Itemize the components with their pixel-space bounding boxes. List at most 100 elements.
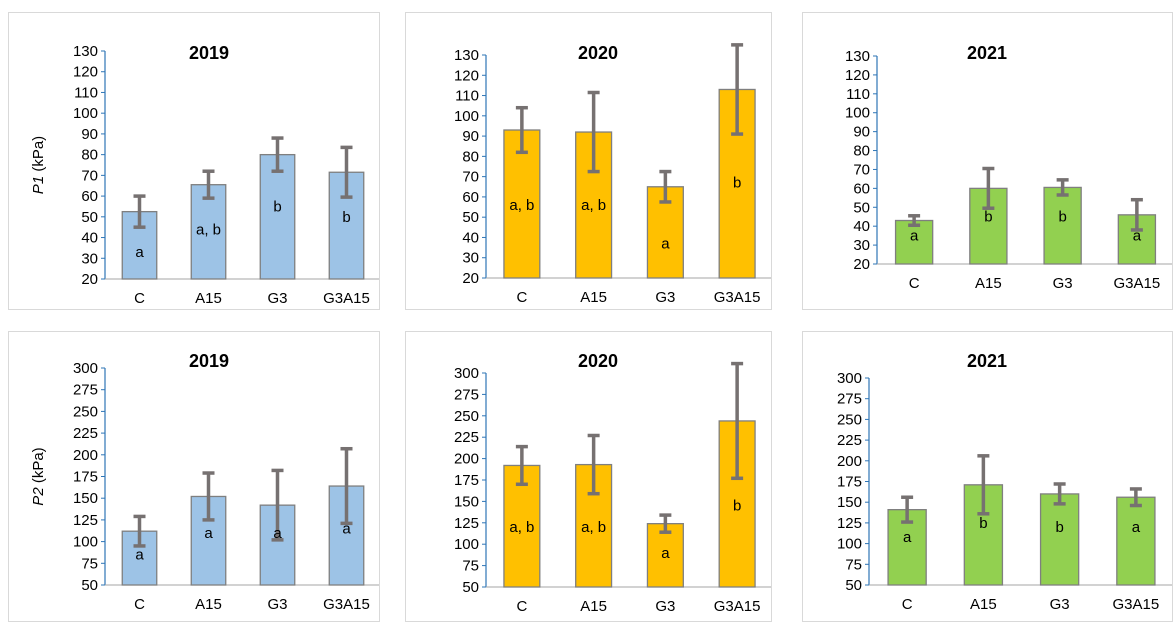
x-tick-label: G3A15: [323, 596, 370, 613]
error-bar-G3A15: [1129, 487, 1142, 508]
error-bar-G3: [659, 513, 672, 534]
significance-letter: a, b: [509, 197, 534, 214]
y-tick-label: 125: [73, 512, 98, 529]
x-tick-label: C: [902, 596, 913, 613]
significance-letter: a: [903, 529, 912, 546]
chart-title: 2019: [189, 351, 229, 371]
y-tick-label: 100: [454, 536, 479, 553]
x-tick-label: G3: [655, 289, 675, 306]
x-tick-label: G3: [1050, 596, 1070, 613]
y-tick-label: 50: [462, 209, 479, 226]
y-tick-label: 200: [73, 447, 98, 464]
chart-title: 2020: [578, 43, 618, 63]
y-tick-label: 100: [73, 105, 98, 122]
x-tick-label: A15: [580, 289, 607, 306]
y-tick-label: 30: [462, 250, 479, 267]
y-tick-label: 60: [853, 180, 870, 197]
y-tick-label: 175: [837, 474, 862, 491]
y-tick-label: 200: [454, 451, 479, 468]
y-tick-label: 60: [81, 188, 98, 205]
error-bar-A15: [587, 90, 600, 174]
y-tick-label: 60: [462, 189, 479, 206]
y-tick-label: 150: [73, 490, 98, 507]
y-tick-label: 100: [837, 536, 862, 553]
y-tick-label: 75: [462, 558, 479, 575]
y-tick-label: 110: [455, 88, 479, 105]
y-tick-label: 175: [73, 469, 98, 486]
error-bar-G3A15: [1130, 197, 1143, 232]
significance-letter: a: [661, 236, 670, 253]
error-bar-G3: [1056, 178, 1069, 197]
y-tick-label: 30: [853, 237, 870, 254]
y-tick-label: 130: [73, 43, 98, 60]
significance-letter: a, b: [581, 197, 606, 214]
chart-title: 2019: [189, 43, 229, 63]
x-tick-label: G3A15: [714, 289, 761, 306]
y-tick-label: 50: [845, 577, 862, 594]
y-tick-label: 20: [853, 256, 870, 273]
bar-G3A15: [1116, 496, 1156, 586]
y-tick-label: 250: [837, 411, 862, 428]
chart-svg: 50 75 100 125 150 175 200 225 250 275 300 a Cb A15 b G3…: [837, 351, 1172, 613]
y-tick-label: 50: [81, 577, 98, 594]
y-tick-label: 50: [462, 579, 479, 596]
error-bar-A15: [587, 433, 600, 496]
y-tick-label: 20: [462, 270, 479, 287]
y-tick-label: 175: [454, 472, 479, 489]
y-tick-label: 30: [81, 250, 98, 267]
significance-letter: b: [1055, 519, 1063, 536]
error-bar-G3: [271, 468, 284, 542]
y-tick-label: 100: [845, 105, 870, 122]
y-tick-label: 75: [845, 556, 862, 573]
y-tick-label: 200: [837, 453, 862, 470]
y-tick-label: 225: [73, 425, 98, 442]
error-bar-C: [515, 105, 528, 155]
significance-letter: a: [135, 547, 144, 564]
error-bar-A15: [202, 169, 215, 200]
bar-G3: [259, 153, 296, 280]
x-tick-label: C: [909, 275, 920, 292]
y-tick-label: 275: [73, 382, 98, 399]
bar-C: [121, 210, 158, 280]
bar-A15: [190, 184, 227, 280]
error-bar-G3: [1053, 482, 1066, 506]
bar-C: [894, 219, 934, 265]
y-tick-label: 20: [81, 271, 98, 288]
significance-letter: a: [910, 228, 919, 245]
y-tick-label: 130: [845, 48, 870, 65]
significance-letter: b: [733, 175, 741, 192]
significance-letter: a: [273, 525, 282, 542]
x-tick-label: A15: [195, 596, 222, 613]
y-tick-label: 40: [853, 218, 870, 235]
significance-letter: b: [1058, 209, 1066, 226]
y-tick-label: 90: [462, 128, 479, 145]
chart-svg: 20 30 40 50 60 70 80 90 100 110 120 130 a Ca, b A15 b G3…: [30, 43, 379, 307]
error-bar-C: [515, 444, 528, 487]
bar-G3: [1043, 186, 1082, 265]
error-bar-C: [133, 514, 146, 548]
error-bar-G3A15: [731, 43, 744, 136]
y-tick-label: 40: [81, 230, 98, 247]
chart-title: 2020: [578, 351, 618, 371]
y-tick-label: 50: [81, 209, 98, 226]
x-tick-label: C: [134, 596, 145, 613]
y-tick-label: 130: [454, 47, 479, 64]
significance-letter: a: [661, 545, 670, 562]
x-tick-label: G3: [267, 596, 287, 613]
chart-svg: 50 75 100 125 150 175 200 225 250 275 300 a Ca A15 a G3…: [30, 351, 379, 613]
x-tick-label: C: [134, 290, 145, 307]
x-tick-label: G3A15: [323, 290, 370, 307]
x-tick-label: C: [516, 598, 527, 615]
x-tick-label: C: [516, 289, 527, 306]
bar-G3: [1039, 493, 1080, 586]
significance-letter: a: [1133, 228, 1142, 245]
y-tick-label: 275: [837, 391, 862, 408]
error-bar-C: [901, 495, 914, 524]
significance-letter: a: [135, 244, 144, 261]
x-tick-label: G3: [655, 598, 675, 615]
chart-title: 2021: [967, 43, 1007, 63]
